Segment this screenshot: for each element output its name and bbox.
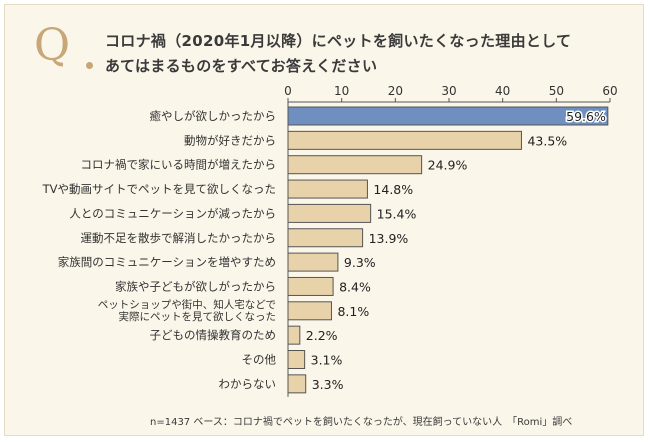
bar bbox=[287, 130, 522, 150]
data-label: 43.5% bbox=[527, 133, 567, 148]
x-tick-label: 10 bbox=[334, 84, 349, 98]
survey-note: n=1437 ベース：コロナ禍でペットを飼いたくなったが、現在飼っていない人 「… bbox=[150, 417, 573, 428]
data-label: 15.4% bbox=[377, 206, 417, 221]
category-label: コロナ禍で家にいる時間が増えたから bbox=[81, 158, 277, 172]
bar bbox=[287, 203, 372, 223]
data-label: 9.3% bbox=[344, 255, 376, 270]
x-tick-label: 40 bbox=[495, 84, 510, 98]
bar bbox=[287, 374, 307, 394]
category-label: わからない bbox=[219, 377, 277, 391]
bar bbox=[287, 276, 334, 296]
data-label: 2.2% bbox=[306, 328, 338, 343]
x-tick-label: 0 bbox=[284, 84, 292, 98]
data-label: 3.3% bbox=[312, 377, 344, 392]
chart-title-line-1: コロナ禍（2020年1月以降）にペットを飼いたくなった理由として bbox=[105, 32, 572, 50]
x-tick-label: 50 bbox=[549, 84, 564, 98]
x-tick-label: 20 bbox=[388, 84, 403, 98]
category-label: 癒やしが欲しかったから bbox=[150, 109, 277, 123]
bar bbox=[287, 325, 301, 345]
x-tick-label: 60 bbox=[602, 84, 617, 98]
bar bbox=[287, 106, 609, 126]
data-label: 8.1% bbox=[337, 304, 369, 319]
category-label: 運動不足を散歩で解消したかったから bbox=[81, 231, 277, 245]
x-tick-label: 30 bbox=[441, 84, 456, 98]
category-label: その他 bbox=[242, 353, 277, 367]
category-label: 家族間のコミュニケーションを増やすため bbox=[58, 255, 276, 269]
category-label: 人とのコミュニケーションが減ったから bbox=[69, 206, 276, 220]
data-label: 14.8% bbox=[373, 182, 413, 197]
bar bbox=[287, 155, 423, 175]
bar bbox=[287, 179, 368, 199]
category-label: TVや動画サイトでペットを見て欲しくなった bbox=[42, 182, 276, 196]
bar bbox=[287, 301, 332, 321]
question-mark-logo: Q bbox=[34, 20, 71, 71]
data-label: 59.6% bbox=[566, 109, 606, 124]
data-label: 3.1% bbox=[311, 353, 343, 368]
category-label: 動物が好きだから bbox=[184, 133, 276, 147]
data-label: 24.9% bbox=[428, 158, 468, 173]
bar bbox=[287, 350, 306, 369]
data-label: 8.4% bbox=[339, 279, 371, 294]
bar bbox=[287, 228, 364, 248]
category-label: 実際にペットを見て欲しくなった bbox=[119, 310, 277, 323]
chart-title-line-2: あてはまるものをすべてお答えください bbox=[105, 57, 378, 75]
category-label: 子どもの情操教育のため bbox=[150, 328, 277, 342]
category-label: 家族や子どもが欲しがったから bbox=[115, 279, 276, 293]
bar bbox=[287, 252, 339, 272]
question-dot bbox=[86, 62, 93, 69]
category-label: ペットショップや街中、知人宅などで bbox=[98, 298, 276, 311]
data-label: 13.9% bbox=[369, 231, 409, 246]
